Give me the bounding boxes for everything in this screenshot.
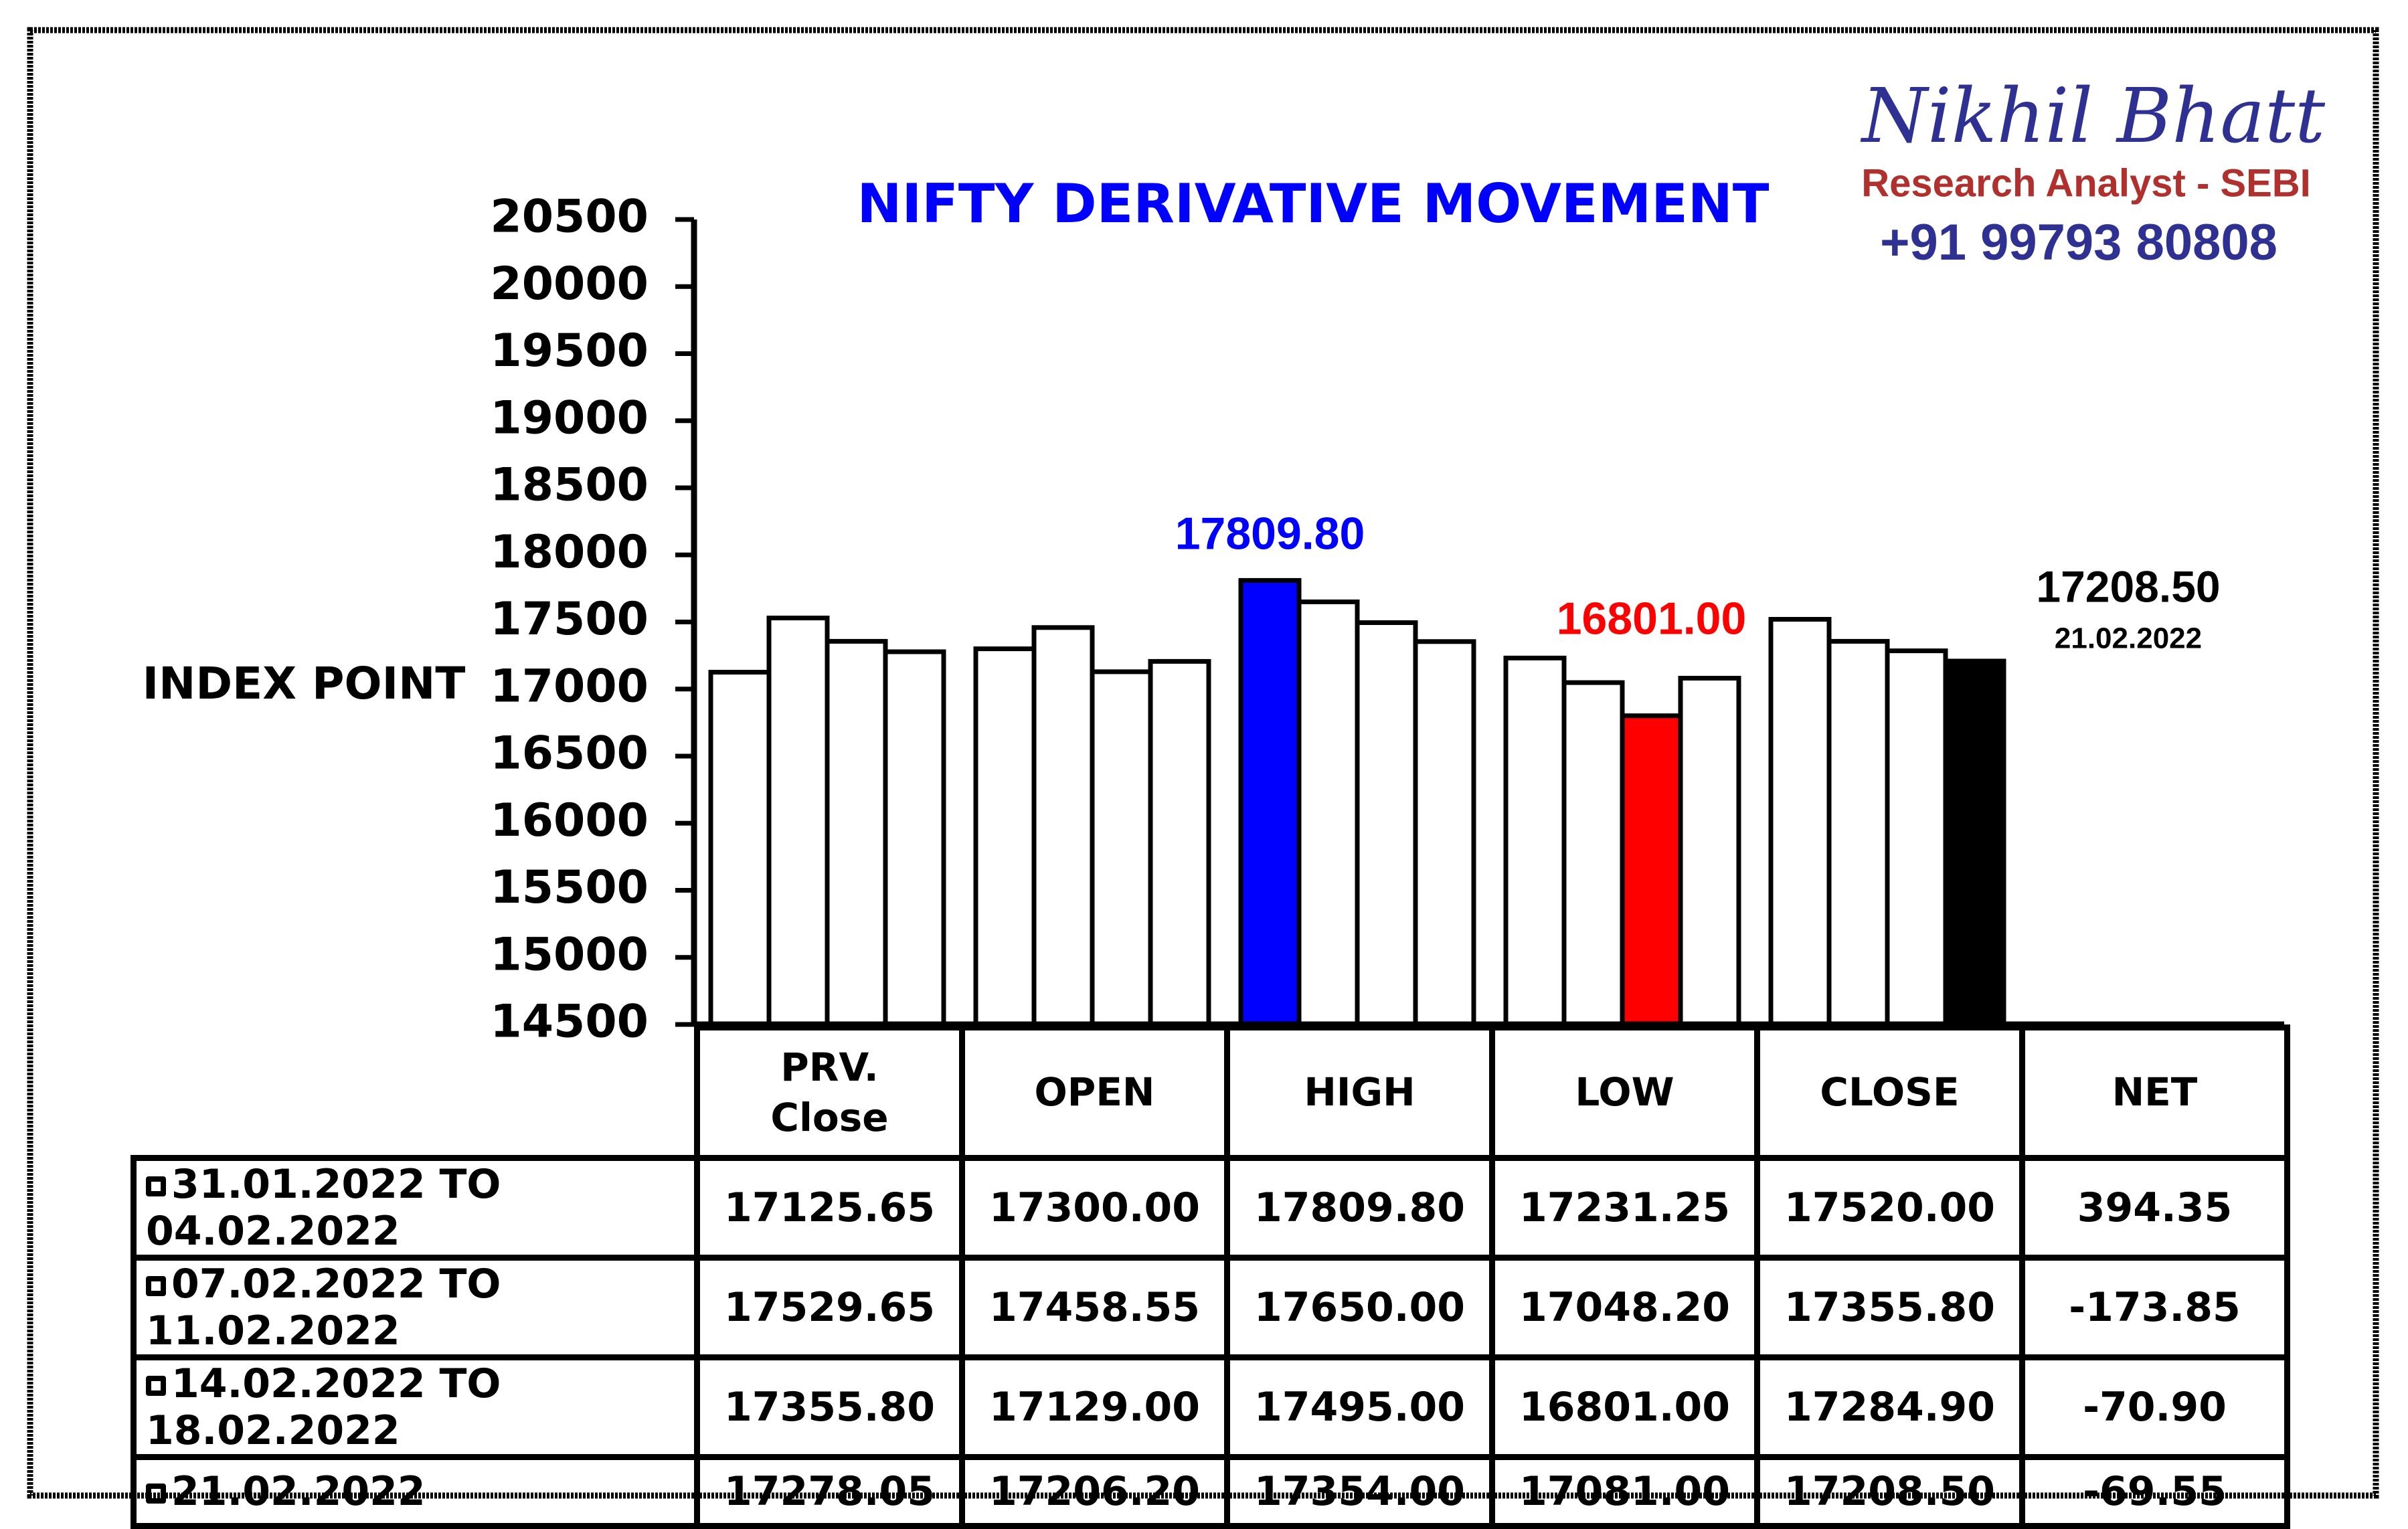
y-tick-label: 20000 [490,258,649,310]
column-header: PRV. Close [694,1024,965,1161]
column-header: LOW [1489,1024,1760,1161]
annotation: 17208.50 [2036,561,2220,611]
data-row: 21.02.2022 17278.05 17206.20 17354.00 17081.… [131,1454,2290,1529]
annotation: 21.02.2022 [2055,622,2202,655]
category-label: NET [2112,1069,2198,1115]
value-cell: 17129.00 [959,1354,1230,1460]
y-tick-label: 17000 [490,660,649,713]
value-cell: 17278.05 [694,1454,965,1529]
value-cell: 16801.00 [1489,1354,1760,1460]
annotation: 16801.00 [1557,594,1747,644]
column-header: OPEN [959,1024,1230,1161]
category-label: LOW [1575,1069,1674,1115]
value-cell: 17300.00 [959,1155,1230,1261]
row-label: 14.02.2022 TO 18.02.2022 [131,1354,700,1460]
bar [1148,658,1211,1027]
bar [1885,648,1948,1027]
value-cell: 17650.00 [1224,1255,1495,1360]
value-cell: 17231.25 [1489,1155,1760,1261]
y-tick-label: 19500 [490,325,649,377]
y-axis-label: INDEX POINT [143,658,466,709]
value-cell: 17355.80 [694,1354,965,1460]
annotation: 17809.80 [1175,508,1365,559]
y-tick-label: 16500 [490,727,649,780]
category-label: HIGH [1304,1069,1415,1115]
category-label: OPEN [1034,1069,1155,1115]
value-cell: 17355.80 [1754,1255,2025,1360]
bar [1768,616,1832,1027]
value-cell: 17529.65 [694,1255,965,1360]
value-cell: 17206.20 [959,1454,1230,1529]
bar [1413,639,1476,1027]
value-cell: 17125.65 [694,1155,965,1261]
bar [1943,658,2006,1027]
value-cell: -173.85 [2019,1255,2290,1360]
bar [1355,620,1418,1027]
value-cell: 17354.00 [1224,1454,1495,1529]
value-cell: 17081.00 [1489,1454,1760,1529]
header-row: PRV. Close OPEN HIGH LOW CLOSE NET [134,1024,2290,1161]
category-label: CLOSE [1820,1069,1960,1115]
author-name: Nikhil Bhatt [1860,73,2326,160]
value-cell: 17208.50 [1754,1454,2025,1529]
bar [825,638,888,1027]
bar [973,646,1037,1027]
y-tick-label: 17500 [490,593,649,646]
value-cell: 17048.20 [1489,1255,1760,1360]
bar [1296,599,1360,1027]
bar [1678,676,1741,1027]
y-tick-label: 14500 [490,996,649,1049]
data-row: 07.02.2022 TO 11.02.2022 17529.65 17458.55… [131,1255,2290,1360]
bar [1031,625,1095,1027]
y-tick-label: 15000 [490,928,649,981]
value-cell: 394.35 [2019,1155,2290,1261]
y-tick-label: 19000 [490,391,649,444]
value-cell: -69.55 [2019,1454,2290,1529]
column-header: NET [2019,1024,2290,1161]
y-tick-label: 15500 [490,861,649,914]
bar [1090,669,1153,1027]
bar [1826,638,1890,1027]
chart-title: NIFTY DERIVATIVE MOVEMENT [857,173,1770,235]
data-row: 31.01.2022 TO 04.02.2022 17125.65 17300.00… [131,1155,2290,1261]
column-header: HIGH [1224,1024,1495,1161]
value-cell: -70.90 [2019,1354,2290,1460]
author-phone: +91 99793 80808 [1880,214,2277,271]
value-cell: 17809.80 [1224,1155,1495,1261]
bar [1503,655,1567,1027]
bar [1620,713,1683,1027]
blank-cell [134,1028,697,1158]
value-cell: 17284.90 [1754,1354,2025,1460]
data-table: PRV. Close OPEN HIGH LOW CLOSE NET 31.01.2022 … [131,1024,2290,1529]
author-role: Research Analyst - SEBI [1861,161,2311,205]
data-row: 14.02.2022 TO 18.02.2022 17355.80 17129.00… [131,1354,2290,1460]
bar [883,649,946,1027]
row-label: 07.02.2022 TO 11.02.2022 [131,1255,700,1360]
bar [1561,680,1625,1027]
bar [1238,577,1302,1027]
value-cell: 17458.55 [959,1255,1230,1360]
bar [708,670,772,1027]
bar [766,616,830,1027]
y-tick-label: 20500 [490,191,649,244]
y-tick-label: 18000 [490,526,649,579]
y-tick-label: 18500 [490,459,649,512]
category-label: PRV. Close [770,1044,889,1140]
column-header: CLOSE [1754,1024,2025,1161]
y-tick-label: 16000 [490,794,649,847]
row-label: 31.01.2022 TO 04.02.2022 [131,1155,700,1261]
row-label: 21.02.2022 [131,1454,700,1529]
value-cell: 17495.00 [1224,1354,1495,1460]
value-cell: 17520.00 [1754,1155,2025,1261]
